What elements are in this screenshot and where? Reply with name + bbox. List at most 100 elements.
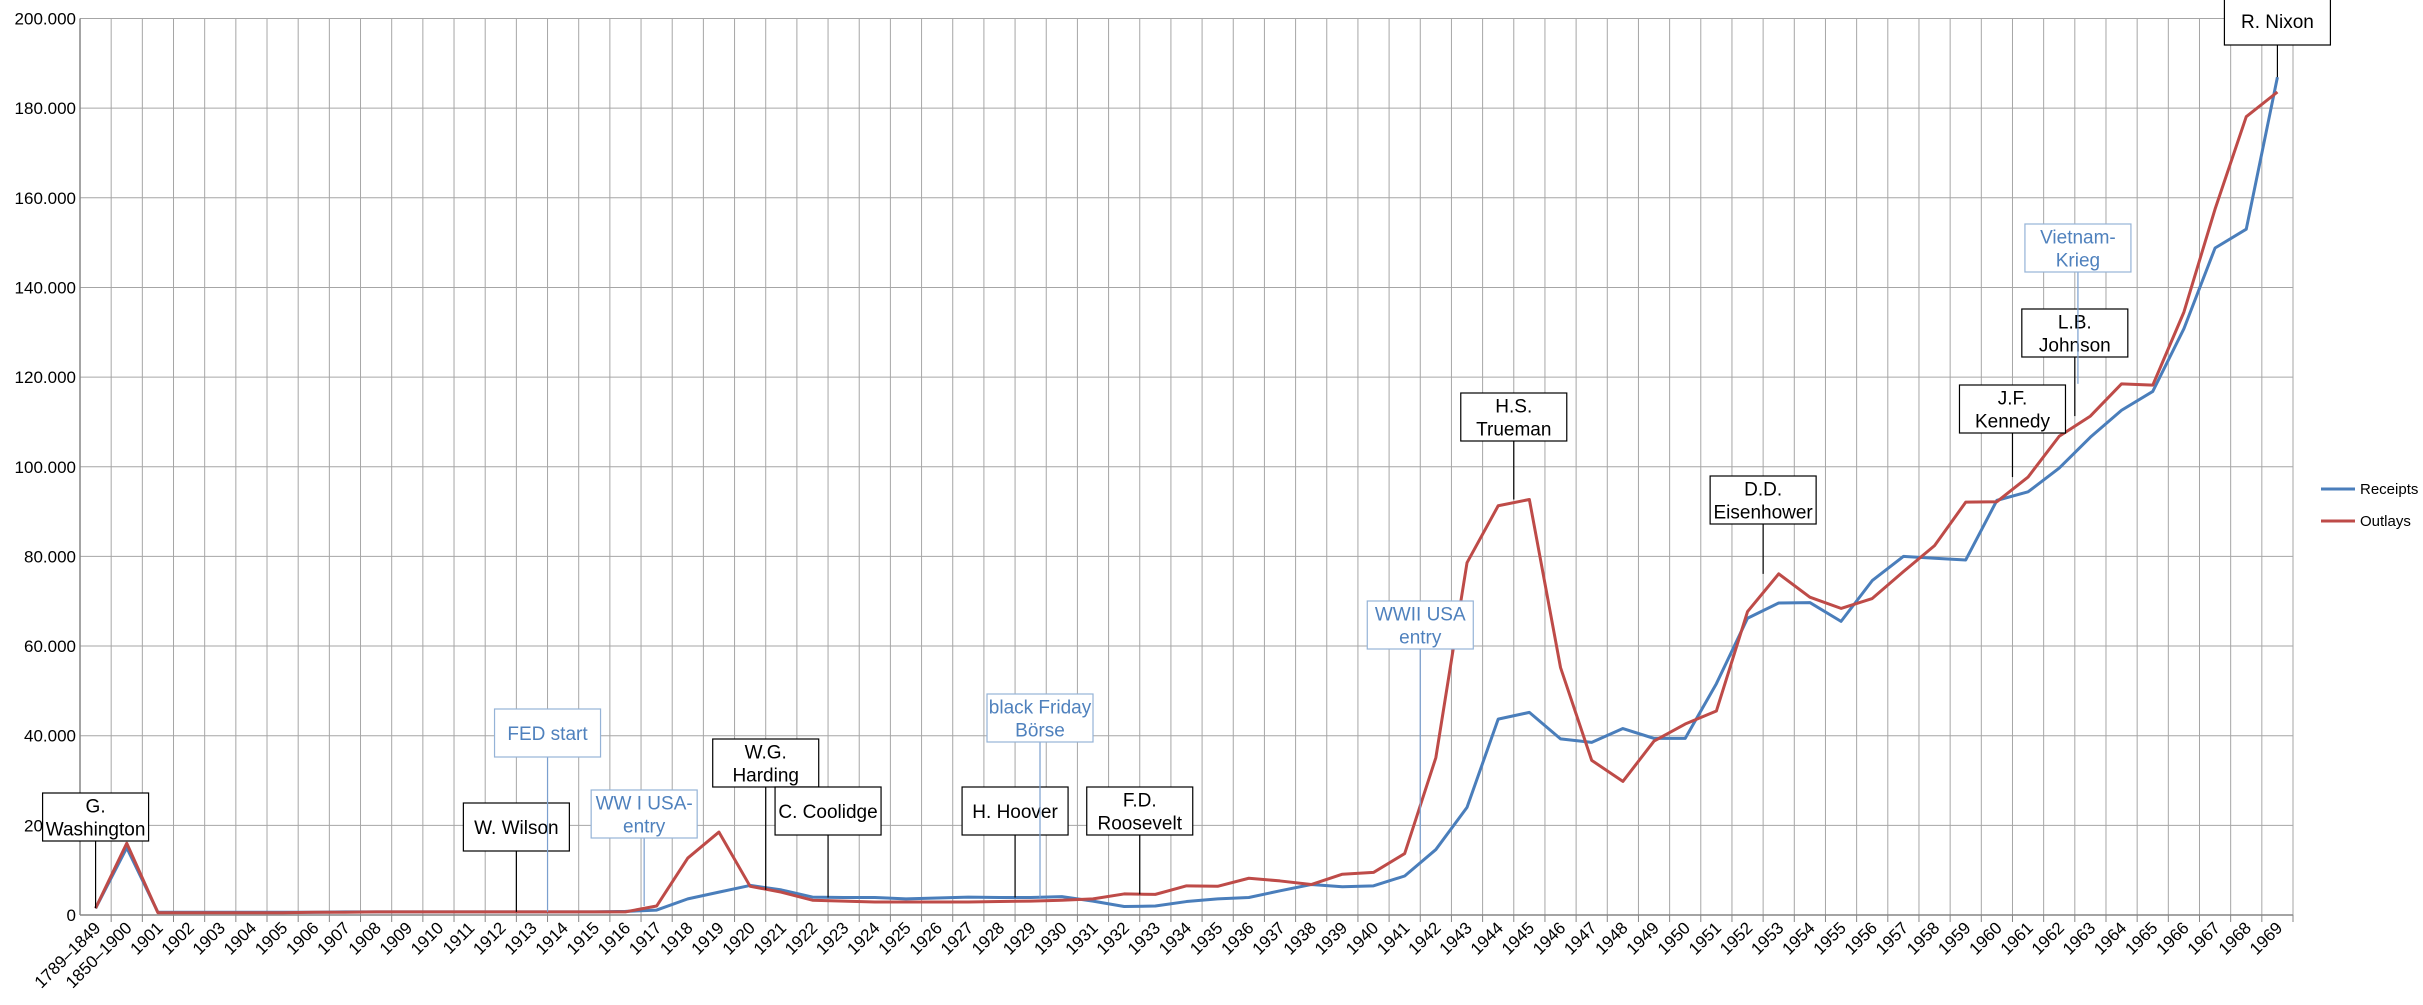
annotation-text: WWII USA [1375, 605, 1466, 626]
y-tick-label: 60.000 [24, 637, 76, 656]
annotation-text: Washington [46, 820, 146, 841]
annotation-text: F.D. [1123, 791, 1157, 812]
x-tick-label: 1908 [345, 918, 385, 958]
x-tick-label: 1967 [2184, 918, 2224, 958]
annotation: L.B.Johnson [2021, 308, 2129, 417]
annotation-box [1460, 392, 1568, 442]
annotation-box [1366, 600, 1474, 650]
annotation: J.F.Kennedy [1958, 384, 2067, 478]
x-tick-label: 1915 [563, 918, 603, 958]
annotation-text: R. Nixon [2241, 12, 2314, 33]
x-tick-label: 1917 [625, 918, 665, 958]
x-tick-label: 1969 [2246, 918, 2286, 958]
annotation: G.Washington [41, 792, 150, 909]
x-tick-label: 1958 [1903, 918, 1943, 958]
annotation-text: D.D. [1744, 480, 1782, 501]
x-tick-label: 1928 [968, 918, 1008, 958]
x-tick-label: 1968 [2215, 918, 2255, 958]
annotation-text: L.B. [2058, 313, 2092, 334]
x-tick-label: 1931 [1062, 918, 1102, 958]
x-tick-label: 1907 [314, 918, 354, 958]
x-tick-label: 1912 [469, 918, 509, 958]
x-tick-label: 1916 [594, 918, 634, 958]
x-tick-label: 1944 [1467, 918, 1507, 958]
x-tick-label: 1904 [220, 918, 260, 958]
x-tick-label: 1945 [1498, 918, 1538, 958]
x-tick-label: 1952 [1716, 918, 1756, 958]
y-tick-label: 120.000 [15, 368, 76, 387]
annotation: W. Wilson [462, 802, 570, 912]
legend-label: Receipts [2360, 481, 2418, 498]
series-line [94, 90, 2279, 915]
y-tick-label: 0 [67, 906, 76, 925]
x-tick-label: 1921 [750, 918, 790, 958]
x-tick-label: 1925 [875, 918, 915, 958]
annotation-text: Roosevelt [1097, 814, 1182, 835]
x-tick-label: 1909 [376, 918, 416, 958]
y-tick-label: 160.000 [15, 189, 76, 208]
x-tick-label: 1953 [1747, 918, 1787, 958]
annotation-text: G. [86, 797, 106, 818]
annotation-text: H. Hoover [972, 802, 1058, 823]
y-tick-label: 180.000 [15, 99, 76, 118]
x-tick-label: 1941 [1373, 918, 1413, 958]
x-tick-label: 1942 [1404, 918, 1444, 958]
x-tick-label: 1933 [1124, 918, 1164, 958]
annotation-text: entry [1399, 628, 1442, 649]
x-tick-label: 1930 [1030, 918, 1070, 958]
annotation-text: W. Wilson [474, 818, 558, 839]
x-tick-label: 1966 [2153, 918, 2193, 958]
annotation: H.S.Trueman [1460, 392, 1568, 500]
x-tick-label: 1960 [1966, 918, 2006, 958]
x-tick-label: 1913 [501, 918, 541, 958]
annotation: H. Hoover [961, 786, 1069, 898]
x-tick-label: 1910 [407, 918, 447, 958]
x-tick-label: 1957 [1872, 918, 1912, 958]
x-tick-label: 1955 [1810, 918, 1850, 958]
annotation-text: W.G. [745, 743, 787, 764]
annotation-text: FED start [507, 724, 588, 745]
x-tick-label: 1943 [1436, 918, 1476, 958]
x-tick-label: 1934 [1155, 918, 1195, 958]
annotation-box [961, 786, 1069, 836]
annotation-text: Trueman [1476, 420, 1551, 441]
annotation-box [2223, 0, 2332, 46]
annotation-box [462, 802, 570, 852]
annotation-text: Vietnam- [2040, 228, 2116, 249]
annotation-box [1709, 475, 1817, 525]
x-tick-label: 1954 [1779, 918, 1819, 958]
x-tick-label: 1938 [1280, 918, 1320, 958]
x-tick-label: 1935 [1186, 918, 1226, 958]
annotation-box [986, 693, 1094, 743]
x-tick-label: 1956 [1841, 918, 1881, 958]
annotation-text: Harding [732, 766, 799, 787]
x-tick-label: 1948 [1592, 918, 1632, 958]
annotation: FED start [493, 708, 602, 912]
y-tick-label: 100.000 [15, 458, 76, 477]
annotation-box [2021, 308, 2129, 358]
x-tick-label: 1901 [127, 918, 167, 958]
y-tick-label: 140.000 [15, 278, 76, 297]
x-tick-label: 1937 [1249, 918, 1289, 958]
annotation-text: H.S. [1495, 397, 1532, 418]
annotation-text: entry [623, 817, 666, 838]
x-tick-label: 1963 [2059, 918, 2099, 958]
x-tick-label: 1924 [843, 918, 883, 958]
x-tick-label: 1965 [2121, 918, 2161, 958]
annotation-text: Börse [1015, 721, 1065, 742]
annotation-text: WW I USA- [596, 794, 693, 815]
annotation-box [1086, 786, 1194, 836]
annotation-box [1958, 384, 2067, 434]
annotation-text: Eisenhower [1713, 503, 1813, 524]
x-tick-label: 1906 [282, 918, 322, 958]
annotation-box [712, 738, 820, 788]
x-tick-label: 1939 [1311, 918, 1351, 958]
annotation: Vietnam-Krieg [2024, 223, 2132, 384]
x-tick-label: 1946 [1529, 918, 1569, 958]
x-tick-label: 1918 [656, 918, 696, 958]
x-tick-label: 1922 [781, 918, 821, 958]
